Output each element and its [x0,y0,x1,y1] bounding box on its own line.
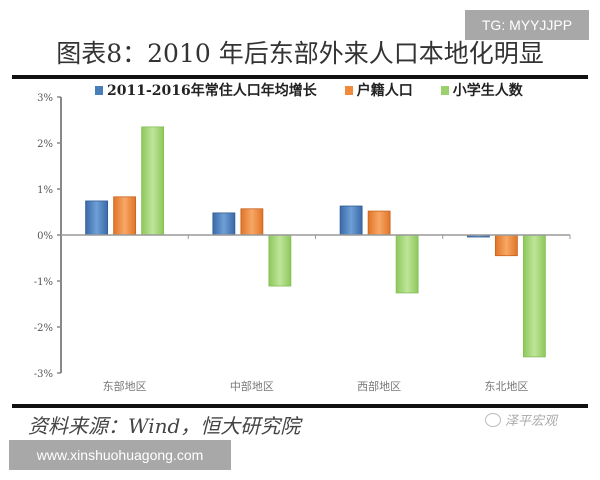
bar-hukou [113,196,137,236]
bar-pupils [141,126,165,236]
y-tick-label: 3% [37,93,53,104]
wechat-label: 泽平宏观 [505,414,558,429]
bar-pupils [268,234,292,287]
wechat-icon [485,412,501,427]
bars [85,126,546,358]
legend-label: 2011-2016年常住人口年均增长 [107,83,317,99]
bar-chart: 3% 2% 1% 0% -1% -2% -3% 东部地区 中部地区 西部地区 东北地区 [34,93,571,393]
x-category-label: 西部地区 [357,379,401,393]
legend-item-pupils: 小学生人数 [440,80,523,100]
bar-resident [212,212,236,236]
bar-pupils [522,234,546,358]
legend-label: 小学生人数 [452,83,523,99]
legend-label: 户籍人口 [356,83,413,99]
bottom-rule [12,404,588,408]
legend-item-resident: 2011-2016年常住人口年均增长 [95,80,317,100]
bar-hukou [494,234,518,257]
watermark-bottom: www.xinshuohuagong.com [9,440,231,470]
y-tick-label: -3% [34,369,53,380]
bar-hukou [367,210,391,236]
legend-swatch-orange [344,85,353,95]
legend-swatch-green [440,85,449,95]
watermark-top: TG: MYYJJPP [465,10,589,40]
legend-swatch-blue [95,85,103,95]
bar-pupils [395,234,419,294]
legend-item-hukou: 户籍人口 [344,80,413,100]
y-tick-label: 1% [37,185,53,196]
y-tick-label: -2% [34,323,53,334]
y-tick-label: 0% [37,231,53,242]
x-category-label: 东北地区 [484,380,528,393]
x-category-label: 东部地区 [103,379,147,393]
source-note: 资料来源：Wind，恒大研究院 [28,414,301,438]
chart-title: 图表8：2010 年后东部外来人口本地化明显 [56,39,544,68]
y-axis: 3% 2% 1% 0% -1% -2% -3% [34,93,62,380]
x-axis: 东部地区 中部地区 西部地区 东北地区 [61,234,571,393]
bar-resident [339,205,363,236]
bar-resident [85,200,109,236]
x-category-label: 中部地区 [230,379,274,393]
wechat-watermark: 泽平宏观 [485,410,557,429]
legend: 2011-2016年常住人口年均增长 户籍人口 小学生人数 [95,80,523,100]
y-tick-label: -1% [34,277,53,288]
top-rule [12,75,588,79]
y-tick-label: 2% [37,139,53,150]
bar-hukou [240,208,264,236]
